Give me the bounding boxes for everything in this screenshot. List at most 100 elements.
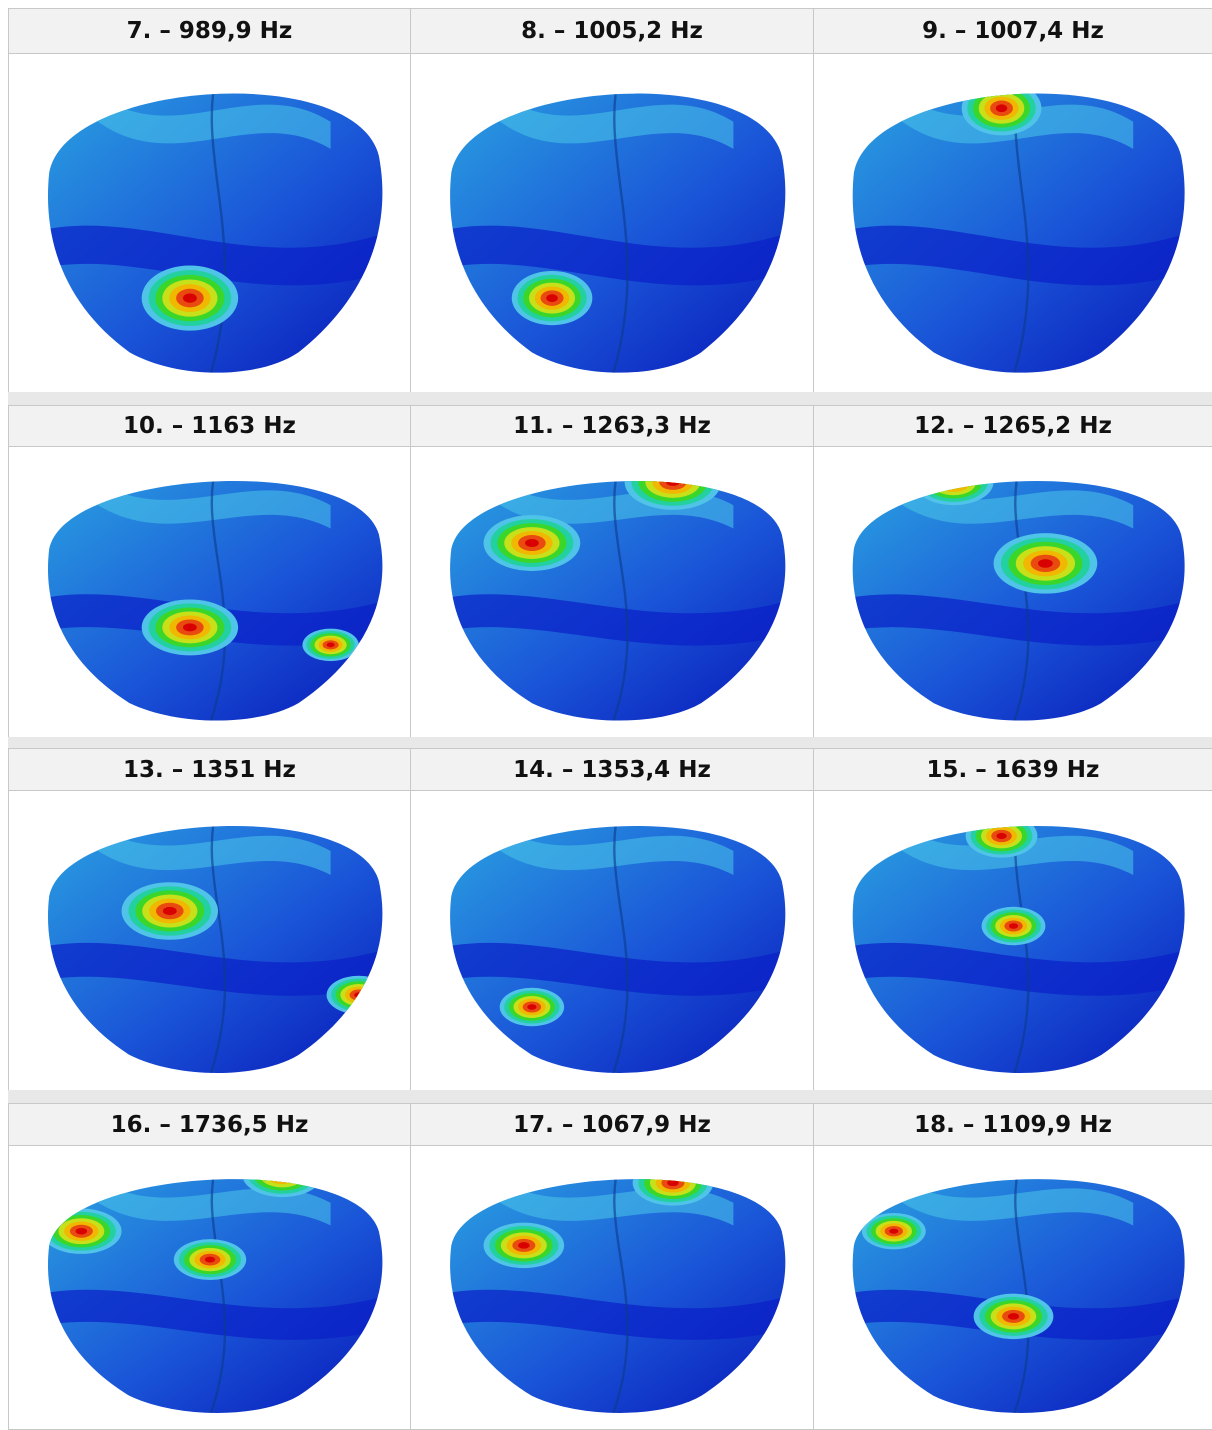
mode-label: 10. – 1163 Hz <box>8 405 411 447</box>
mode-shape-render <box>450 826 786 1073</box>
mode-label: 15. – 1639 Hz <box>813 748 1212 791</box>
band <box>47 1288 383 1340</box>
mode-label: 8. – 1005,2 Hz <box>410 8 814 54</box>
contour-ring <box>183 293 197 303</box>
band <box>89 826 331 875</box>
band <box>450 1288 786 1340</box>
contour-ring <box>947 480 960 486</box>
seam <box>611 826 629 1073</box>
contours <box>47 93 383 373</box>
mode-shape-render <box>852 480 1185 721</box>
contours <box>450 93 786 373</box>
mode-shape-render <box>450 1179 786 1413</box>
band <box>450 223 786 286</box>
seam <box>1012 1179 1030 1413</box>
mode-shape-image <box>410 1145 814 1430</box>
mode-label: 9. – 1007,4 Hz <box>813 8 1212 54</box>
contour-ring <box>1007 1313 1020 1320</box>
band <box>852 223 1185 286</box>
contour-ring <box>326 642 335 648</box>
contour-ring <box>277 1171 288 1177</box>
contour-ring <box>524 539 539 548</box>
contours <box>852 826 1185 1073</box>
band <box>491 480 734 529</box>
band <box>450 592 786 646</box>
mode-shape-image <box>410 53 814 393</box>
mode-label: 18. – 1109,9 Hz <box>813 1103 1212 1146</box>
band <box>89 480 331 529</box>
band <box>47 941 383 996</box>
contours <box>450 1179 786 1413</box>
contour-ring <box>666 480 680 486</box>
band <box>89 93 331 149</box>
row-separator <box>8 392 1212 405</box>
mode-label: 14. – 1353,4 Hz <box>410 748 814 791</box>
contour-ring <box>518 1242 530 1249</box>
band <box>852 941 1185 996</box>
mode-shape-image <box>8 446 411 738</box>
mode-label: 17. – 1067,9 Hz <box>410 1103 814 1146</box>
seam <box>208 93 227 373</box>
contour-ring <box>75 1227 88 1235</box>
mode-shape-render <box>47 93 383 373</box>
contours <box>852 1179 1185 1413</box>
contour-ring <box>1008 923 1019 929</box>
contour-ring <box>546 294 558 302</box>
contour-ring <box>995 104 1008 113</box>
contour-ring <box>936 480 971 492</box>
mode-shape-render <box>450 93 786 373</box>
mode-shape-render <box>47 826 383 1073</box>
seam <box>611 93 629 373</box>
mode-shape-image <box>8 1145 411 1430</box>
contours <box>47 480 383 721</box>
mode-label: 7. – 989,9 Hz <box>8 8 411 54</box>
band <box>491 826 734 875</box>
contour-ring <box>183 623 197 632</box>
shell <box>852 480 1185 721</box>
contour-ring <box>652 480 694 494</box>
seam <box>208 480 227 721</box>
mode-shape-image <box>8 53 411 393</box>
contour-ring <box>270 1179 294 1181</box>
shell <box>852 826 1185 1073</box>
band <box>893 1179 1134 1226</box>
mode-label: 12. – 1265,2 Hz <box>813 405 1212 447</box>
mode-shape-render <box>47 480 383 721</box>
contours <box>47 1171 383 1413</box>
contour-ring <box>667 1179 679 1187</box>
contour-ring <box>344 986 373 1004</box>
seam <box>611 480 629 721</box>
seam <box>208 826 227 1073</box>
mode-shape-image <box>813 446 1212 738</box>
band <box>450 941 786 996</box>
contour-ring <box>942 480 966 489</box>
mode-shape-render <box>852 1179 1185 1413</box>
mode-label: 13. – 1351 Hz <box>8 748 411 791</box>
mode-shape-image <box>813 1145 1212 1430</box>
band <box>893 480 1134 529</box>
contour-ring <box>349 989 368 1001</box>
contour-ring <box>265 1179 300 1185</box>
shell <box>852 93 1185 373</box>
mode-shape-render <box>852 93 1185 373</box>
contour-ring <box>162 906 177 916</box>
contour-ring <box>659 480 687 490</box>
contour-ring <box>204 1256 216 1263</box>
band <box>47 223 383 286</box>
contour-ring <box>889 1228 899 1234</box>
mode-shape-image <box>813 790 1212 1091</box>
mode-shape-render <box>852 826 1185 1073</box>
band <box>491 1179 734 1226</box>
contour-ring <box>527 1004 537 1010</box>
band <box>852 592 1185 646</box>
band <box>89 1179 331 1226</box>
band <box>491 93 734 149</box>
seam <box>611 1179 629 1413</box>
shell <box>47 480 383 721</box>
mode-shape-image <box>8 790 411 1091</box>
row-separator <box>8 1090 1212 1103</box>
shell <box>47 826 383 1073</box>
mode-shape-render <box>47 1171 383 1413</box>
mode-shape-render <box>450 480 786 721</box>
